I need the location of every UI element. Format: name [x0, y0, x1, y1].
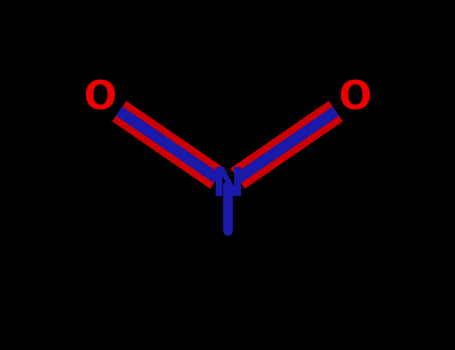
Text: O: O: [339, 79, 371, 117]
Text: N: N: [211, 167, 244, 204]
Text: O: O: [84, 79, 116, 117]
